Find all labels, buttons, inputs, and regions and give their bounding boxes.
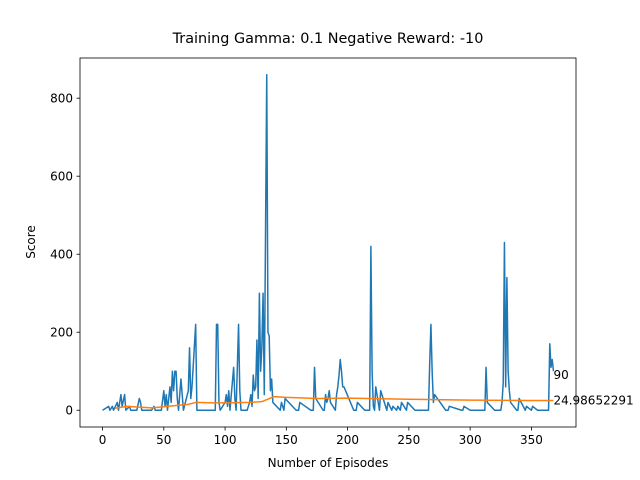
- y-tick-label: 800: [50, 92, 73, 106]
- y-tick-label: 400: [50, 248, 73, 262]
- annotation: 90: [553, 368, 568, 382]
- y-tick-label: 200: [50, 326, 73, 340]
- annotation: 24.98652291: [553, 393, 633, 407]
- y-tick-label: 0: [65, 404, 73, 418]
- x-tick-label: 250: [397, 433, 420, 447]
- x-tick-label: 150: [275, 433, 298, 447]
- x-axis-label: Number of Episodes: [268, 456, 389, 470]
- y-tick-label: 600: [50, 170, 73, 184]
- series-line: [102, 74, 555, 411]
- x-tick-label: 350: [520, 433, 543, 447]
- y-axis-label: Score: [24, 225, 38, 259]
- x-tick-label: 50: [156, 433, 171, 447]
- plot-frame: [79, 57, 577, 428]
- x-tick-label: 100: [214, 433, 237, 447]
- x-tick-label: 0: [99, 433, 107, 447]
- x-tick-label: 200: [336, 433, 359, 447]
- series-line: [114, 395, 554, 410]
- chart-title: Training Gamma: 0.1 Negative Reward: -10: [172, 31, 484, 47]
- x-tick-label: 300: [459, 433, 482, 447]
